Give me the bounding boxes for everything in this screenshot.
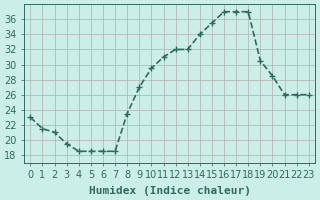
- X-axis label: Humidex (Indice chaleur): Humidex (Indice chaleur): [89, 186, 251, 196]
